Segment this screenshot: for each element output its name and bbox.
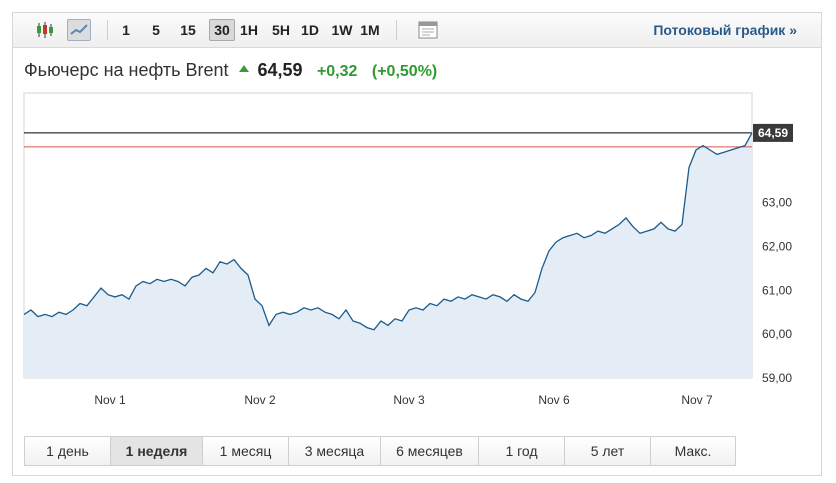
price-change: +0,32 [316,63,358,80]
range-button-5[interactable]: 6 месяцев [381,437,479,465]
toolbar-divider [396,20,397,40]
interval-button-1[interactable]: 1 [122,22,130,38]
range-button-2[interactable]: 1 неделя [111,437,203,465]
instrument-name: Фьючерс на нефть Brent [24,60,229,80]
x-tick-label: Nov 2 [244,393,276,407]
interval-button-5h[interactable]: 5H [272,22,290,38]
price-series-line [23,132,753,331]
current-price-label: 64,59 [758,126,788,140]
price-chart[interactable]: 64,59 63,00 62,00 61,00 60,00 59,00 Nov 1 Nov 2… [0,0,836,420]
last-price: 64,59 [257,60,303,80]
up-arrow-icon [238,65,249,72]
range-selector: 1 день 1 неделя 1 месяц 3 месяца 6 месяцев 1 … [24,436,736,466]
toolbar-divider [107,20,108,40]
interval-button-1h[interactable]: 1H [240,22,258,38]
range-button-6[interactable]: 1 год [479,437,565,465]
chart-toolbar: 1 5 15 30 1H 5H 1D 1W 1M Потоковый график » [13,13,821,48]
range-button-8[interactable]: Макс. [651,437,735,465]
range-button-1[interactable]: 1 день [25,437,111,465]
current-price-label-bg [753,123,793,142]
interval-button-1w[interactable]: 1W [331,22,353,38]
y-tick-label: 61,00 [762,283,792,297]
x-tick-label: Nov 6 [538,393,570,407]
streaming-chart-link[interactable]: Потоковый график » [653,22,797,38]
price-area-fill [24,132,752,378]
interval-button-15[interactable]: 15 [180,22,196,38]
interval-button-30[interactable]: 30 [209,19,235,41]
range-button-4[interactable]: 3 месяца [289,437,381,465]
y-tick-label: 59,00 [762,371,792,385]
x-tick-label: Nov 7 [681,393,713,407]
interval-button-1d[interactable]: 1D [301,22,319,38]
table-view-icon[interactable] [416,19,440,41]
y-tick-label: 60,00 [762,327,792,341]
x-tick-label: Nov 1 [94,393,126,407]
price-change-percent: (+0,50%) [371,63,438,80]
y-tick-label: 63,00 [762,196,792,210]
interval-button-5[interactable]: 5 [152,22,160,38]
range-button-3[interactable]: 1 месяц [203,437,289,465]
range-button-7[interactable]: 5 лет [565,437,651,465]
line-chart-icon[interactable] [67,19,91,41]
quote-header: Фьючерс на нефть Brent 64,59 +0,32 (+0,5… [24,60,437,84]
y-tick-label: 62,00 [762,239,792,253]
x-tick-label: Nov 3 [393,393,425,407]
interval-button-1m[interactable]: 1M [360,22,380,38]
candlestick-chart-icon[interactable] [33,19,57,41]
